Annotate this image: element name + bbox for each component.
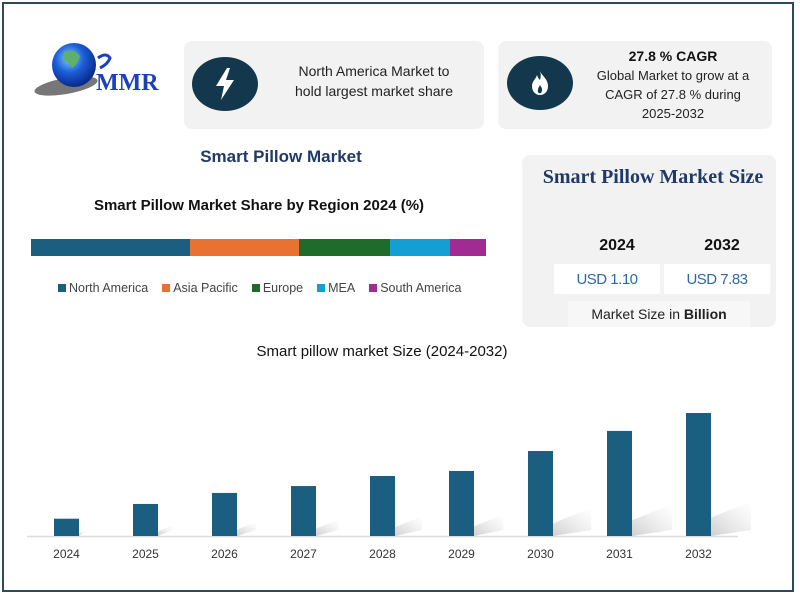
bar-2026 (212, 492, 237, 536)
legend-swatch (251, 284, 260, 292)
bar-shadow (237, 521, 257, 536)
legend-label: MEA (328, 281, 356, 295)
legend-item: North America (58, 281, 148, 295)
info-line: hold largest market share (295, 83, 453, 99)
x-tick-label: 2029 (448, 547, 475, 561)
bar-shadow (474, 514, 504, 536)
cagr-heading: 27.8 % CAGR (628, 48, 718, 64)
x-tick-label: 2032 (685, 547, 712, 561)
legend-label: North America (69, 281, 149, 295)
share-segment-mea (390, 239, 450, 256)
share-segment-north-america (31, 239, 191, 256)
legend-item: MEA (317, 281, 355, 295)
size-chart-title: Smart pillow market Size (2024-2032) (256, 343, 508, 360)
legend-item: Asia Pacific (162, 281, 238, 295)
bar-shadow (553, 507, 592, 536)
unit-bold: Billion (683, 306, 727, 322)
bar-2025 (133, 503, 158, 536)
lightning-icon (192, 57, 258, 111)
page-title: Smart Pillow Market (200, 147, 362, 166)
flame-icon (507, 56, 573, 110)
legend-label: South America (380, 281, 462, 295)
cagr-text: 27.8 % CAGR Global Market to grow at a C… (578, 47, 768, 123)
region-share-stacked-bar (31, 239, 486, 256)
unit-label: Market Size in Billion (568, 301, 750, 327)
region-legend: North America Asia Pacific Europe MEA South … (58, 281, 462, 295)
info-card-cagr: 27.8 % CAGR Global Market to grow at a C… (498, 41, 772, 129)
bar-shadow (711, 501, 751, 536)
bar-2030 (528, 451, 553, 536)
x-tick-label: 2026 (211, 547, 238, 561)
x-tick-label: 2025 (132, 547, 159, 561)
logo-text: MMR (96, 70, 159, 96)
info-line: North America Market to (298, 63, 450, 79)
info-line: CAGR of 27.8 % during (605, 87, 741, 102)
bar-2027 (291, 486, 316, 536)
legend-item: Europe (251, 281, 304, 295)
legend-label: Europe (262, 281, 304, 295)
legend-item: South America (369, 281, 462, 295)
share-segment-south-america (449, 239, 486, 256)
info-text: North America Market to hold largest mar… (274, 61, 474, 101)
bar-shadow (158, 525, 173, 536)
value-end: USD 7.83 (664, 264, 770, 294)
market-size-title: Smart Pillow Market Size (542, 166, 764, 188)
info-line: Global Market to grow at a (596, 68, 750, 83)
value-start: USD 1.10 (554, 264, 660, 294)
info-card-north-america: North America Market to hold largest mar… (184, 41, 484, 129)
info-line: 2025-2032 (641, 106, 705, 121)
bar-2029 (449, 470, 474, 536)
x-tick-label: 2031 (606, 547, 633, 561)
share-segment-asia-pacific (190, 239, 300, 256)
bar-2028 (370, 475, 395, 536)
bar-shadow (632, 504, 672, 536)
x-tick-label: 2024 (53, 547, 80, 561)
bar-shadow (79, 530, 87, 536)
x-tick-label: 2030 (527, 547, 554, 561)
bar-2031 (607, 430, 632, 536)
legend-swatch (369, 284, 378, 292)
x-tick-label: 2028 (369, 547, 396, 561)
mmr-logo: MMR (34, 43, 159, 96)
bar-shadow (316, 519, 339, 536)
unit-prefix: Market Size in (591, 306, 684, 322)
share-chart-title: Smart Pillow Market Share by Region 2024… (93, 197, 425, 214)
x-tick-label: 2027 (290, 547, 317, 561)
market-size-card: Smart Pillow Market Size 2024 2032 USD 1… (522, 155, 776, 327)
bar-2024 (54, 518, 79, 536)
year-start: 2024 (599, 237, 635, 254)
year-end: 2032 (704, 237, 740, 254)
bar-2032 (686, 413, 711, 536)
legend-swatch (162, 284, 171, 292)
legend-swatch (317, 284, 326, 292)
share-segment-europe (299, 239, 391, 256)
bar-shadow (395, 516, 423, 536)
legend-swatch (58, 284, 66, 292)
legend-label: Asia Pacific (173, 281, 238, 295)
